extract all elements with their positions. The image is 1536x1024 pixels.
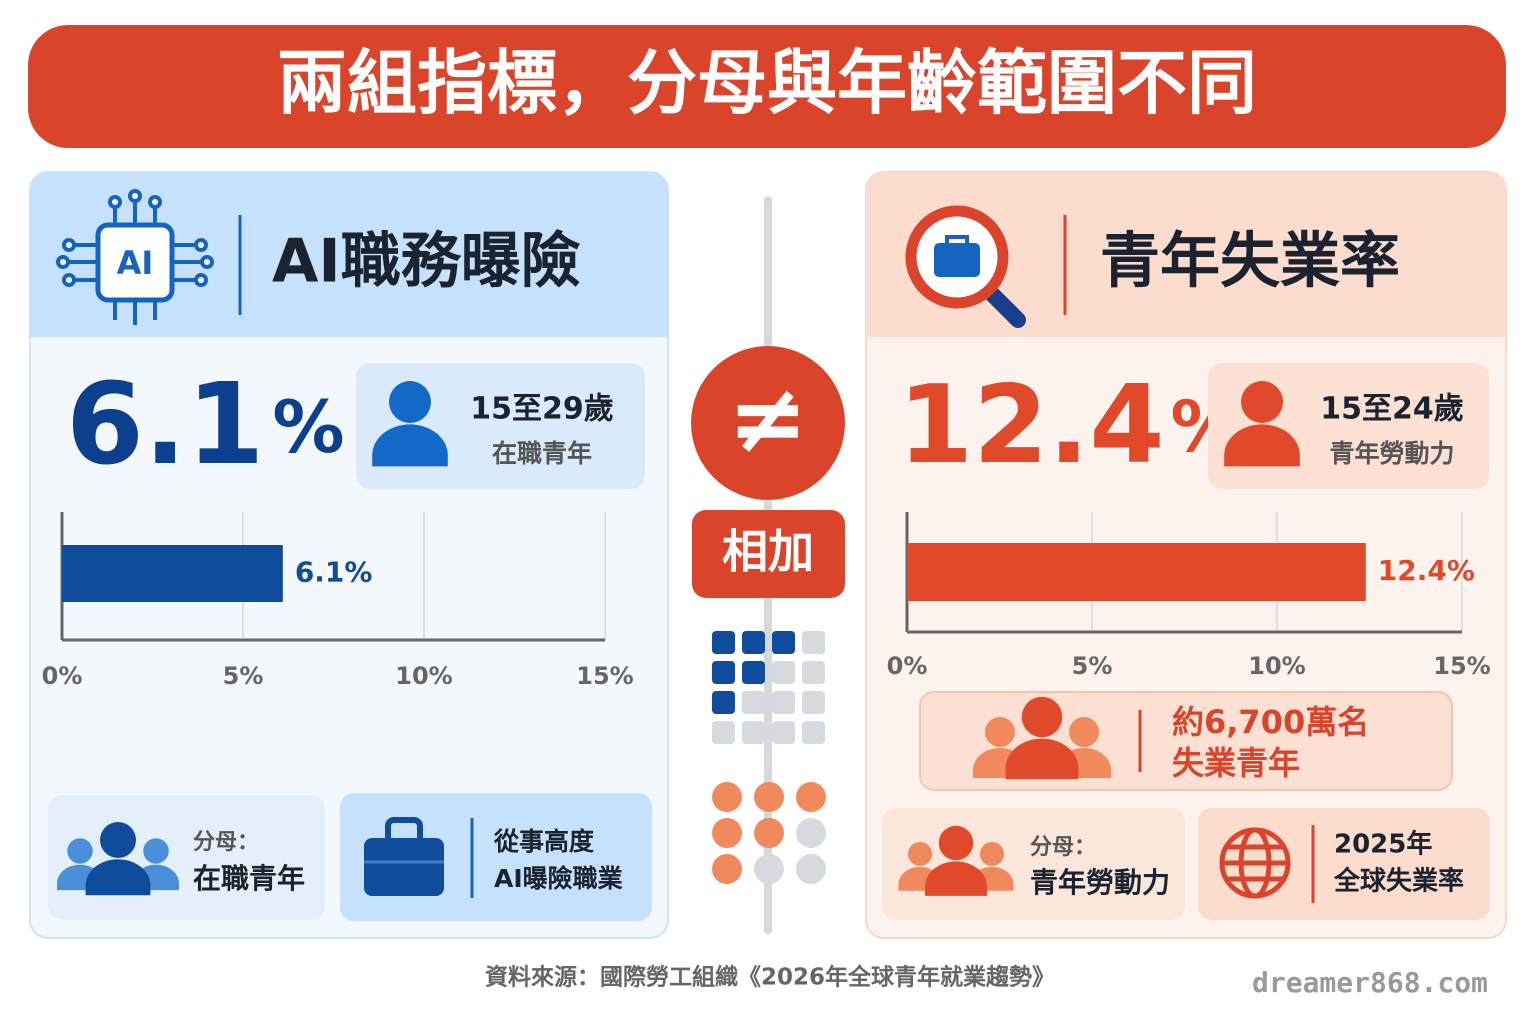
value-label: 6.1% [295,556,373,589]
icon-part [934,243,980,277]
denominator-box [882,808,1185,920]
waffle-cell [772,721,795,744]
value-label: 12.4% [1378,554,1475,587]
no-add: 相加 [722,525,814,579]
left-header [30,172,668,337]
watermark: dreamer868.com [1252,966,1488,999]
waffle-cell [712,631,735,654]
denominator-label: 分母： [193,830,259,855]
headline-value: 6.1 [66,360,264,490]
waffle-cell [772,691,795,714]
icon-part [194,238,208,252]
scope-line2: 全球失業率 [1333,866,1464,897]
waffle-cell [772,661,795,684]
right-heading: 青年失業率 [1100,227,1400,297]
bar [907,543,1366,601]
dot [754,818,784,848]
icon-part [148,195,162,209]
chip-label: AI [117,244,154,282]
globe-icon [1219,827,1291,899]
not-equal-circle [691,346,845,500]
group: 在職青年 [492,439,592,468]
icon-part [945,235,969,243]
dot [796,818,826,848]
dot [712,782,742,812]
headline-value: 12.4 [898,363,1164,488]
icon-part [980,282,1026,328]
briefcase-icon [364,817,444,896]
dot [754,854,784,884]
denominator: 青年勞動力 [1030,866,1170,899]
waffle-cell [712,721,735,744]
x-tick-label: 10% [1248,652,1305,680]
dot [796,782,826,812]
source: 資料來源：國際勞工組織《2026年全球青年就業趨勢》 [485,964,1055,991]
dot [712,818,742,848]
icon-part [108,195,122,209]
waffle-cell [712,691,735,714]
bar [62,545,283,602]
icon-part [95,222,175,303]
ai-chip-icon [56,189,214,325]
x-tick-label: 15% [576,662,633,690]
waffle-cell [802,631,825,654]
waffle-cell [712,661,735,684]
not-equal: ≠ [728,362,808,474]
right-header [866,172,1506,337]
x-tick-label: 10% [395,662,452,690]
dot [712,854,742,884]
x-tick-label: 5% [223,662,264,690]
x-tick-label: 0% [887,652,928,680]
icon-part [62,273,76,287]
x-tick-label: 0% [42,662,83,690]
denominator-label: 分母： [1030,835,1096,860]
magnifier-icon [905,205,1026,328]
icon-part [194,273,208,287]
icon-part [62,238,76,252]
count-line1: 約6,700萬名 [1172,703,1369,741]
scope-line1: 從事高度 [493,827,594,856]
denominator: 在職青年 [193,862,305,895]
waffle-cell [772,631,795,654]
title-banner [28,25,1506,148]
headline-unit: % [272,385,344,469]
dot [754,782,784,812]
waffle-cell [742,631,765,654]
scope-line1: 2025年 [1334,829,1432,860]
waffle-icon [712,631,825,744]
icon-part [385,817,423,838]
age: 15至29歲 [470,392,614,427]
left-headline: 6.1% [66,360,345,490]
waffle-cell [742,661,765,684]
count-line2: 失業青年 [1172,744,1300,782]
left-heading: AI職務曝險 [272,227,581,297]
waffle-cell [802,661,825,684]
scope-line2: AI曝險職業 [494,864,623,893]
icon-part [364,838,444,896]
title: 兩組指標，分母與年齡範圍不同 [277,42,1257,124]
x-tick-label: 5% [1072,652,1113,680]
right-headline: 12.4% [898,363,1241,488]
waffle-cell [802,691,825,714]
waffle-cell [742,721,765,744]
no-add-box [692,510,845,598]
dots-icon [712,782,826,884]
x-tick-label: 15% [1433,652,1490,680]
icon-part [128,189,142,203]
age: 15至24歲 [1320,392,1464,427]
icon-part [200,255,214,269]
dot [796,854,826,884]
icon-part [56,255,70,269]
group: 青年勞動力 [1329,439,1454,468]
waffle-cell [742,691,765,714]
waffle-cell [802,721,825,744]
